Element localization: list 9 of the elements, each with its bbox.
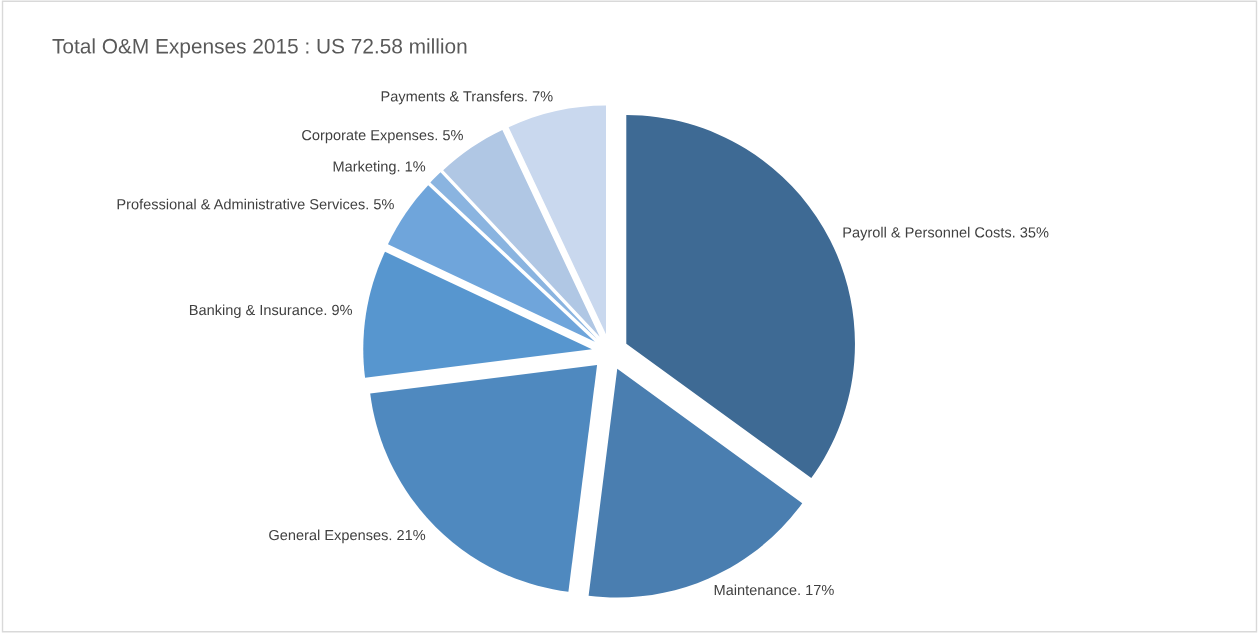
slice-label: General Expenses. 21% [269, 529, 426, 544]
chart-title: Total O&M Expenses 2015 : US 72.58 million [52, 38, 467, 58]
slice-label: Marketing. 1% [333, 160, 426, 175]
slice-label: Maintenance. 17% [714, 584, 834, 596]
slice-label: Professional & Administrative Services. 5% [117, 198, 394, 210]
slice-label: Payments & Transfers. 7% [381, 90, 553, 105]
slice-label: Corporate Expenses. 5% [302, 129, 463, 144]
slice-label: Banking & Insurance. 9% [189, 304, 353, 319]
slice-label: Payroll & Personnel Costs. 35% [843, 226, 1049, 241]
